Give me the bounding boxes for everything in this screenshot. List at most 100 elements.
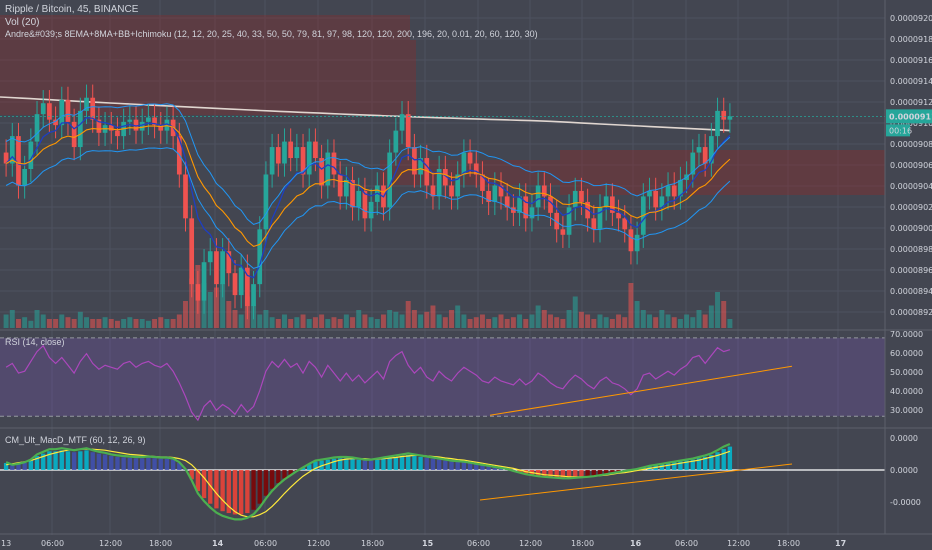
macd-histogram-bar	[684, 460, 689, 470]
volume-bar	[59, 314, 65, 328]
macd-axis: 0.0000 0.0000 -0.0000	[890, 434, 921, 507]
macd-histogram-bar	[696, 458, 702, 470]
volume-bar	[517, 314, 523, 328]
rsi-pane[interactable]	[0, 337, 885, 422]
volume-bar	[578, 311, 584, 328]
candle-body	[399, 114, 405, 131]
rsi-tick-label: 50.0000	[890, 368, 923, 377]
macd-pane[interactable]	[0, 442, 885, 521]
macd-histogram-bar	[542, 470, 547, 477]
candle-body	[28, 141, 34, 169]
volume-bar	[560, 319, 566, 328]
volume-bar	[616, 314, 622, 328]
macd-histogram-bar	[3, 462, 9, 470]
candle-body	[207, 251, 213, 263]
candle-body	[622, 218, 628, 230]
candle-body	[405, 114, 411, 148]
candle-body	[127, 119, 133, 122]
macd-histogram-bar	[158, 458, 163, 470]
volume-bar	[510, 317, 516, 328]
time-tick-label: 12:00	[99, 539, 122, 548]
candle-body	[343, 179, 349, 197]
time-tick-label: 06:00	[467, 539, 490, 548]
macd-histogram-bar	[461, 462, 467, 470]
candle-body	[139, 121, 145, 131]
volume-bar	[492, 317, 498, 328]
volume-bar	[232, 310, 238, 328]
candle-body	[535, 185, 541, 208]
volume-bar	[653, 317, 659, 328]
macd-histogram-bar	[616, 470, 621, 472]
current-price-text: 0.00009113	[889, 112, 932, 121]
candle-body	[659, 196, 665, 208]
candle-body	[424, 158, 430, 186]
macd-histogram-bar	[208, 470, 213, 504]
macd-histogram-bar	[220, 470, 225, 512]
macd-histogram-bar	[344, 458, 349, 470]
volume-bar	[684, 314, 690, 328]
macd-histogram-bar	[34, 455, 40, 470]
volume-bar	[65, 317, 71, 328]
volume-bar	[380, 314, 386, 328]
macd-histogram-bar	[133, 458, 139, 470]
macd-histogram-bar	[201, 470, 207, 499]
time-tick-label: 17	[835, 539, 846, 548]
candle-body	[523, 196, 529, 219]
macd-histogram-bar	[331, 458, 337, 470]
candle-body	[22, 169, 28, 186]
candle-body	[393, 130, 399, 153]
macd-histogram-bar	[579, 470, 584, 477]
candle-body	[610, 196, 615, 213]
volume-label: Vol (20)	[5, 17, 40, 28]
candle-body	[449, 185, 454, 197]
countdown-badge	[886, 124, 910, 137]
volume-bar	[306, 319, 312, 328]
volume-bar	[84, 317, 89, 328]
macd-tick-label: -0.0000	[890, 498, 921, 507]
candle-body	[3, 152, 9, 164]
candle-body	[529, 207, 535, 219]
time-axis[interactable]: 13 06:00 12:00 18:00 14 06:00 12:00 18:00 15 06:0…	[1, 539, 846, 548]
macd-histogram-bar	[282, 470, 287, 479]
macd-histogram-bar	[152, 458, 157, 470]
volume-bar	[541, 310, 547, 328]
time-tick-label: 18:00	[149, 539, 172, 548]
time-tick-label: 18:00	[361, 539, 384, 548]
rsi-band-fill	[0, 337, 885, 417]
time-tick-label: 18:00	[571, 539, 594, 548]
macd-histogram-bar	[424, 457, 429, 470]
candle-body	[603, 196, 609, 208]
macd-histogram-bar	[554, 470, 559, 478]
macd-trend-line	[479, 463, 793, 501]
candle-body	[368, 201, 374, 219]
volume-bar	[226, 301, 232, 328]
macd-histogram-bar	[337, 458, 343, 470]
candle-body	[721, 110, 727, 120]
rsi-label: RSI (14, close)	[5, 337, 65, 347]
macd-tick-label: 0.0000	[890, 434, 918, 443]
rsi-axis: 70.0000 60.0000 50.0000 40.0000 30.0000	[890, 330, 923, 415]
macd-histogram-bar	[715, 452, 720, 470]
candle-body	[294, 147, 300, 159]
macd-histogram-bar	[127, 457, 132, 470]
macd-histogram-bar	[59, 450, 64, 470]
pane-separators[interactable]	[0, 0, 932, 535]
candle-body	[486, 190, 491, 202]
volume-bar	[183, 301, 188, 328]
price-pane[interactable]	[0, 15, 885, 320]
macd-histogram-bar	[709, 455, 714, 470]
macd-histogram-bar	[189, 470, 194, 480]
volume-bar	[529, 314, 535, 328]
macd-histogram-bar	[604, 470, 609, 474]
candle-body	[183, 174, 188, 219]
macd-histogram-bar	[517, 470, 522, 473]
volume-bar	[418, 314, 424, 328]
